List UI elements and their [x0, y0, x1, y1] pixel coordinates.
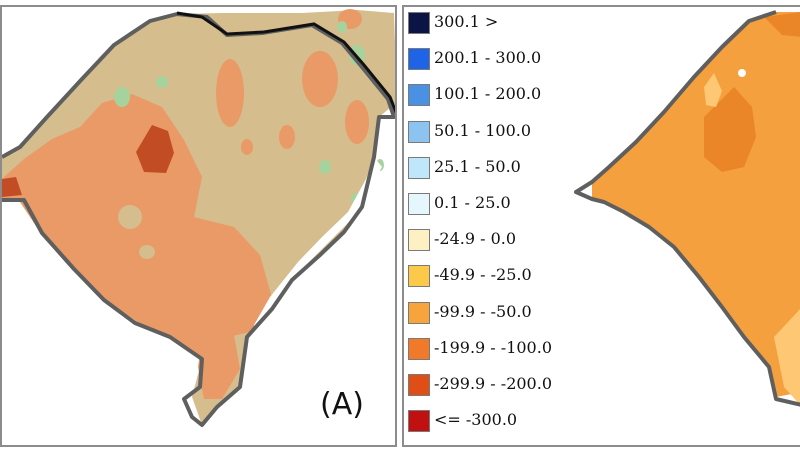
- map-b-dark-area: [764, 12, 800, 37]
- legend-label: 100.1 - 200.0: [434, 84, 542, 104]
- map-a-lagoon: [254, 157, 382, 337]
- legend-swatch: [408, 301, 430, 324]
- map-a-anomaly-area: [198, 335, 240, 399]
- legend-label: -99.9 - -50.0: [434, 301, 532, 321]
- legend-swatch: [408, 374, 430, 396]
- map-a-positive-patch: [118, 205, 142, 229]
- legend-item: <= -300.0: [406, 407, 556, 437]
- map-a-anomaly-area: [302, 51, 338, 107]
- legend-label: 300.1 >: [434, 12, 499, 31]
- map-a-anomaly-area: [345, 100, 369, 144]
- legend-item: 25.1 - 50.0: [406, 154, 556, 184]
- legend-swatch: [408, 156, 430, 179]
- map-a-positive-patch: [139, 245, 155, 259]
- map-a-anomaly-area: [2, 94, 274, 359]
- legend-item: 50.1 - 100.0: [406, 118, 556, 148]
- legend-label: 25.1 - 50.0: [434, 156, 521, 176]
- legend-item: 100.1 - 200.0: [406, 81, 556, 111]
- map-a-positive-patch: [156, 76, 168, 88]
- legend-swatch: [408, 12, 430, 34]
- legend-label: 200.1 - 300.0: [434, 48, 542, 68]
- map-a-strong-anomaly: [2, 177, 22, 197]
- legend-item: -24.9 - 0.0: [406, 226, 556, 256]
- map-a-anomaly-area: [216, 59, 244, 127]
- legend-swatch: [408, 120, 430, 143]
- map-a-anomaly-area: [279, 125, 295, 149]
- legend-item: -299.9 - -200.0: [406, 371, 556, 401]
- legend-label: -199.9 - -100.0: [434, 337, 552, 357]
- map-b-light-area: [774, 309, 800, 405]
- legend-label: 50.1 - 100.0: [434, 120, 532, 140]
- legend-label: <= -300.0: [434, 410, 518, 430]
- map-a-anomaly-area: [241, 139, 253, 155]
- legend-item: 300.1 >: [406, 9, 556, 39]
- legend-item: -49.9 - -25.0: [406, 262, 556, 292]
- legend-swatch: [408, 84, 430, 107]
- map-panel-a: (A): [0, 5, 397, 447]
- map-b: [574, 10, 800, 407]
- legend-swatch: [408, 265, 430, 288]
- map-a-border: [176, 11, 395, 114]
- map-b-region: [592, 12, 800, 397]
- map-a-strong-anomaly: [136, 125, 174, 173]
- map-a-positive-patch: [319, 160, 331, 174]
- legend-item: -199.9 - -100.0: [406, 335, 556, 365]
- legend-label: -49.9 - -25.0: [434, 265, 532, 285]
- legend-label: 0.1 - 25.0: [434, 193, 511, 212]
- legend-item: -99.9 - -50.0: [406, 299, 556, 329]
- map-a: [2, 9, 395, 427]
- map-b-outline: [574, 10, 800, 407]
- legend-swatch: [408, 337, 430, 360]
- legend-swatch: [408, 229, 430, 252]
- panel-label-a: (A): [320, 387, 364, 422]
- map-b-light-area: [704, 73, 722, 107]
- map-panel-b: 300.1 > 200.1 - 300.0 100.1 - 200.0 50.1 - …: [402, 5, 800, 447]
- legend-swatch: [408, 48, 430, 71]
- legend-label: -24.9 - 0.0: [434, 229, 517, 249]
- legend-item: 0.1 - 25.0: [406, 190, 556, 220]
- legend-label: -299.9 - -200.0: [434, 374, 552, 393]
- map-b-light-area: [738, 69, 746, 77]
- legend-swatch: [408, 193, 430, 215]
- map-b-dark-area: [704, 87, 756, 172]
- map-a-positive-patch: [337, 21, 347, 33]
- map-a-positive-patch: [114, 87, 130, 107]
- legend-item: 200.1 - 300.0: [406, 45, 556, 75]
- legend-swatch: [408, 410, 430, 433]
